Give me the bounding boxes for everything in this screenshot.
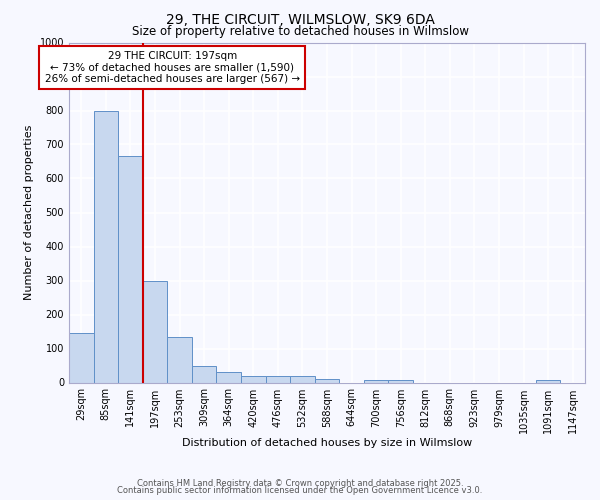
Bar xyxy=(192,366,217,382)
Bar xyxy=(266,376,290,382)
Bar xyxy=(167,336,192,382)
Bar xyxy=(315,379,339,382)
Bar xyxy=(69,333,94,382)
Bar xyxy=(364,380,388,382)
Text: Contains public sector information licensed under the Open Government Licence v3: Contains public sector information licen… xyxy=(118,486,482,495)
Bar xyxy=(217,372,241,382)
Bar xyxy=(118,156,143,382)
Text: 29, THE CIRCUIT, WILMSLOW, SK9 6DA: 29, THE CIRCUIT, WILMSLOW, SK9 6DA xyxy=(166,12,434,26)
Text: Contains HM Land Registry data © Crown copyright and database right 2025.: Contains HM Land Registry data © Crown c… xyxy=(137,478,463,488)
Bar xyxy=(143,280,167,382)
Bar xyxy=(94,110,118,382)
Bar xyxy=(290,376,315,382)
Bar xyxy=(536,380,560,382)
Text: Size of property relative to detached houses in Wilmslow: Size of property relative to detached ho… xyxy=(131,25,469,38)
Y-axis label: Number of detached properties: Number of detached properties xyxy=(24,125,34,300)
Text: 29 THE CIRCUIT: 197sqm
← 73% of detached houses are smaller (1,590)
26% of semi-: 29 THE CIRCUIT: 197sqm ← 73% of detached… xyxy=(44,51,300,84)
Bar xyxy=(388,380,413,382)
Bar xyxy=(241,376,266,382)
X-axis label: Distribution of detached houses by size in Wilmslow: Distribution of detached houses by size … xyxy=(182,438,472,448)
